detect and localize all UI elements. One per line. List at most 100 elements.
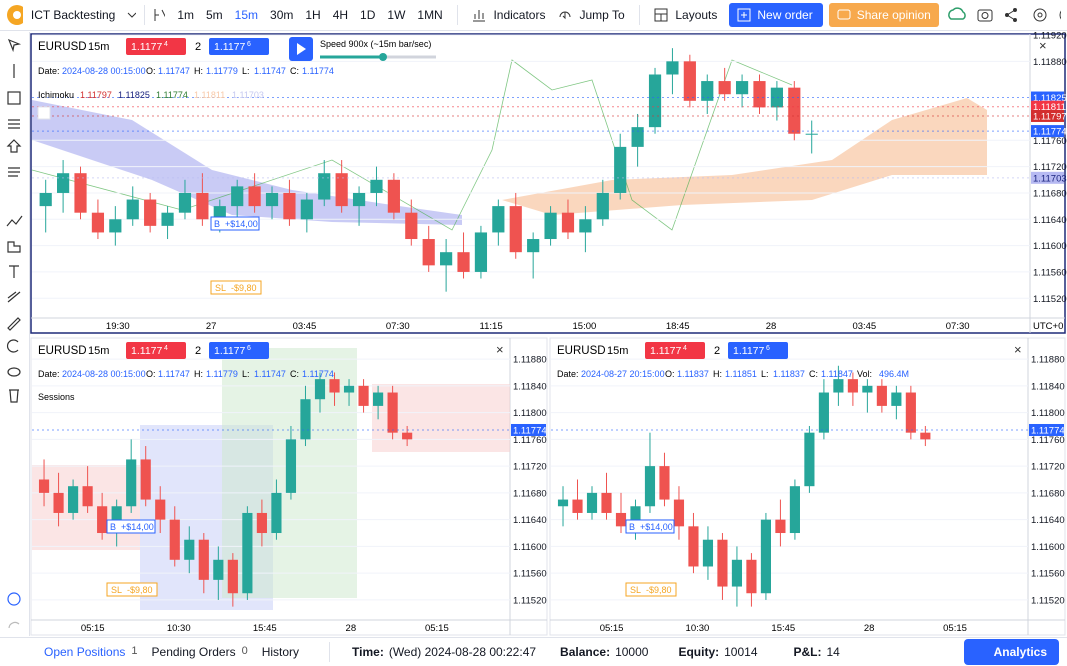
x-tick-label: 28: [346, 623, 357, 634]
candle-body: [140, 459, 151, 500]
pending-orders-tab[interactable]: Pending Orders 0: [152, 645, 248, 659]
fib-tool[interactable]: [8, 119, 20, 129]
ohlc-label: C:: [290, 66, 299, 76]
jump-icon: [559, 11, 571, 20]
date-value: 2024-08-28 00:15:00: [62, 369, 146, 379]
layouts-button[interactable]: Layouts: [653, 7, 717, 23]
jump-button[interactable]: Jump To: [557, 7, 625, 23]
tab-count: 0: [241, 645, 248, 657]
interval-button[interactable]: 1H: [305, 8, 321, 22]
price-marker-label: 1.11811: [1033, 102, 1066, 113]
open-positions-tab[interactable]: Open Positions 1: [44, 645, 138, 659]
candle-body: [405, 212, 418, 240]
indicators-button[interactable]: Indicators: [471, 7, 545, 23]
magnet-tool[interactable]: [7, 339, 19, 353]
buy-tag: B: [629, 522, 635, 532]
candle-body: [753, 81, 766, 108]
cloud-icon[interactable]: [947, 7, 966, 20]
delete-tool[interactable]: [9, 389, 19, 403]
date-value: 2024-08-28 00:15:00: [62, 66, 146, 76]
ohlc-value: 1.11747: [158, 369, 190, 379]
shape-tool[interactable]: [7, 91, 21, 105]
equity-stat: Equity: 10014: [678, 645, 757, 659]
candle-body: [248, 186, 261, 207]
buy-price: 1.1177: [733, 345, 764, 357]
stat-value: 10014: [724, 645, 758, 659]
analytics-button[interactable]: Analytics: [963, 639, 1059, 665]
interval-button[interactable]: 1W: [387, 8, 406, 22]
candle-body: [265, 192, 279, 207]
separator: [143, 5, 145, 25]
sell-pip: 4: [164, 41, 168, 48]
candle-body: [688, 526, 699, 567]
app-name[interactable]: ICT Backtesting: [30, 8, 116, 22]
text-tool[interactable]: [9, 265, 19, 278]
candle-body: [683, 61, 696, 101]
interval-button[interactable]: 1MN: [417, 8, 443, 22]
camera-icon[interactable]: [977, 9, 993, 22]
candle-body: [544, 212, 557, 240]
projection-tool[interactable]: [6, 215, 23, 227]
candle-body: [644, 466, 656, 507]
candle-body: [335, 173, 348, 207]
candle-body: [760, 519, 771, 594]
drawing-toolbar: [6, 32, 30, 636]
ohlc-label: L:: [242, 369, 250, 379]
candle-body: [111, 506, 122, 534]
candle-body: [775, 519, 786, 534]
cursor-tool[interactable]: [7, 38, 22, 53]
sell-price: 1.1177: [131, 41, 162, 53]
ohlc-value: 1.11747: [158, 66, 190, 76]
ohlc-label: H:: [194, 369, 203, 379]
ohlc-label: H:: [713, 369, 722, 379]
pattern-tool[interactable]: [8, 167, 20, 177]
y-tick-label: 1.11600: [513, 542, 547, 553]
interval-button[interactable]: 5m: [206, 8, 223, 22]
sync-tool[interactable]: [7, 592, 21, 606]
share-opinion-button[interactable]: Share opinion: [828, 3, 939, 27]
tab-text: Pending Orders: [151, 645, 236, 659]
history-tab[interactable]: History: [262, 645, 299, 659]
interval-button[interactable]: 1D: [360, 8, 376, 22]
interval: 15m: [88, 41, 109, 53]
candle-body: [285, 439, 297, 493]
x-tick-label: 28: [766, 321, 777, 332]
interval-button[interactable]: 1m: [177, 8, 194, 22]
interval-button[interactable]: 30m: [270, 8, 294, 22]
y-tick-label: 1.11840: [1031, 381, 1065, 392]
interval-button[interactable]: 4H: [332, 8, 349, 22]
visibility-tool[interactable]: [7, 367, 21, 377]
candle-body: [735, 81, 749, 95]
y-tick-label: 1.11760: [1033, 136, 1067, 147]
buy-pnl: +$14,00: [121, 522, 154, 532]
help-icon[interactable]: [1059, 8, 1061, 22]
buy-tag: B: [214, 219, 220, 229]
measure-tool[interactable]: [7, 241, 21, 253]
quantity: 2: [195, 345, 201, 357]
pane-frame: [549, 337, 1066, 636]
interval-button[interactable]: 15m: [234, 8, 259, 22]
pen-tool[interactable]: [7, 317, 21, 331]
buy-button: [728, 342, 788, 359]
settings-icon[interactable]: [1033, 8, 1047, 22]
candle-body: [509, 206, 522, 253]
candle-body: [920, 432, 931, 440]
session-box: [140, 425, 273, 610]
new-order-button[interactable]: New order: [729, 3, 823, 27]
x-tick-label: 03:45: [852, 321, 876, 332]
ohlc-label: H:: [194, 66, 203, 76]
candle-body: [862, 385, 873, 393]
undo-tool[interactable]: [8, 621, 20, 629]
brush-tool[interactable]: [7, 291, 21, 303]
candle-body: [227, 559, 238, 594]
arrow-tool[interactable]: [6, 139, 22, 153]
candle-body: [198, 539, 209, 580]
candle-body: [717, 539, 728, 587]
ohlc-label: O:: [146, 369, 156, 379]
candle-body: [440, 252, 453, 266]
y-tick-label: 1.11920: [1033, 31, 1067, 42]
y-tick-label: 1.11760: [1031, 435, 1065, 446]
ohlc-value: 1.11837: [677, 369, 709, 379]
chart-type-icon[interactable]: [152, 7, 166, 23]
